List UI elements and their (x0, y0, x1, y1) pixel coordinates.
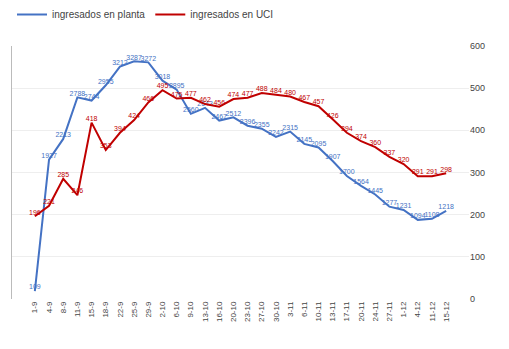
svg-text:4-9: 4-9 (45, 301, 54, 313)
svg-text:15-12: 15-12 (442, 301, 451, 322)
svg-text:3212: 3212 (112, 59, 128, 66)
svg-text:3272: 3272 (141, 55, 157, 62)
svg-text:2095: 2095 (311, 140, 327, 147)
svg-text:2955: 2955 (98, 78, 114, 85)
svg-text:418: 418 (86, 115, 98, 122)
svg-text:2315: 2315 (282, 124, 298, 131)
svg-text:462: 462 (199, 96, 211, 103)
svg-text:13-10: 13-10 (201, 301, 210, 322)
svg-text:3287: 3287 (126, 54, 142, 61)
svg-text:2512: 2512 (226, 110, 242, 117)
svg-text:1445: 1445 (367, 187, 383, 194)
svg-text:1108: 1108 (424, 211, 439, 218)
svg-text:1907: 1907 (325, 153, 341, 160)
svg-text:1218: 1218 (438, 203, 454, 210)
svg-text:337: 337 (384, 149, 396, 156)
svg-text:1094: 1094 (410, 212, 426, 219)
svg-text:2-10: 2-10 (158, 301, 167, 318)
svg-text:2560: 2560 (183, 106, 199, 113)
svg-text:29-9: 29-9 (144, 301, 153, 318)
svg-text:11-9: 11-9 (73, 301, 82, 317)
svg-text:4-12: 4-12 (413, 301, 422, 318)
svg-text:474: 474 (228, 91, 240, 98)
svg-text:22-9: 22-9 (116, 301, 125, 318)
svg-text:8-9: 8-9 (59, 301, 68, 313)
svg-text:466: 466 (142, 95, 154, 102)
svg-text:424: 424 (128, 112, 140, 119)
svg-text:18-9: 18-9 (101, 301, 110, 318)
svg-text:3-11: 3-11 (286, 301, 295, 317)
svg-text:ingresados en UCI: ingresados en UCI (190, 9, 273, 20)
svg-text:16-10: 16-10 (215, 301, 224, 322)
svg-text:3018: 3018 (155, 73, 171, 80)
svg-text:320: 320 (398, 156, 410, 163)
svg-text:298: 298 (440, 166, 452, 173)
svg-text:394: 394 (341, 125, 353, 132)
svg-text:221: 221 (43, 198, 55, 205)
svg-text:2145: 2145 (297, 136, 313, 143)
svg-text:1564: 1564 (353, 178, 369, 185)
svg-text:495: 495 (157, 82, 169, 89)
svg-text:475: 475 (171, 91, 183, 98)
svg-text:488: 488 (256, 85, 268, 92)
svg-text:246: 246 (72, 187, 84, 194)
svg-text:27-10: 27-10 (257, 301, 266, 322)
svg-text:11-12: 11-12 (428, 301, 437, 321)
svg-text:477: 477 (185, 90, 197, 97)
svg-text:374: 374 (355, 133, 367, 140)
svg-text:457: 457 (313, 98, 325, 105)
svg-text:480: 480 (284, 89, 296, 96)
svg-text:394: 394 (114, 125, 126, 132)
svg-text:1700: 1700 (339, 168, 355, 175)
svg-text:426: 426 (327, 112, 339, 119)
svg-text:353: 353 (100, 142, 112, 149)
svg-text:200: 200 (470, 210, 485, 220)
svg-text:ingresados en planta: ingresados en planta (52, 9, 145, 20)
svg-text:20-11: 20-11 (357, 301, 366, 321)
svg-text:1-9: 1-9 (30, 301, 39, 313)
svg-text:285: 285 (57, 171, 69, 178)
svg-text:23-10: 23-10 (243, 301, 252, 322)
svg-text:467: 467 (298, 94, 310, 101)
svg-text:456: 456 (213, 99, 225, 106)
svg-text:1927: 1927 (41, 152, 57, 159)
svg-text:484: 484 (270, 87, 282, 94)
svg-text:2355: 2355 (254, 121, 270, 128)
svg-text:0: 0 (470, 294, 475, 304)
svg-text:15-9: 15-9 (87, 301, 96, 318)
svg-text:291: 291 (426, 168, 438, 175)
svg-text:500: 500 (470, 83, 485, 93)
svg-text:600: 600 (470, 41, 485, 51)
svg-text:1-12: 1-12 (399, 301, 408, 318)
svg-text:300: 300 (470, 168, 485, 178)
svg-text:27-11: 27-11 (385, 301, 394, 321)
svg-text:400: 400 (470, 125, 485, 135)
svg-text:2213: 2213 (55, 131, 71, 138)
svg-text:2895: 2895 (169, 82, 185, 89)
svg-text:196: 196 (29, 209, 41, 216)
svg-text:2788: 2788 (70, 90, 86, 97)
svg-text:109: 109 (29, 283, 41, 290)
svg-text:25-9: 25-9 (130, 301, 139, 318)
svg-text:20-10: 20-10 (229, 301, 238, 322)
svg-text:2744: 2744 (84, 93, 100, 100)
svg-text:291: 291 (412, 168, 424, 175)
svg-text:13-11: 13-11 (328, 301, 337, 321)
svg-text:9-10: 9-10 (186, 301, 195, 318)
svg-text:1277: 1277 (382, 199, 398, 206)
svg-text:10-11: 10-11 (314, 301, 323, 321)
svg-text:2643: 2643 (197, 100, 213, 107)
svg-text:17-11: 17-11 (342, 301, 351, 321)
svg-text:477: 477 (242, 90, 254, 97)
svg-text:2396: 2396 (240, 118, 256, 125)
svg-text:1231: 1231 (396, 202, 412, 209)
svg-text:100: 100 (470, 252, 485, 262)
svg-text:6-10: 6-10 (172, 301, 181, 318)
svg-text:360: 360 (369, 139, 381, 146)
svg-text:24-11: 24-11 (371, 301, 380, 321)
svg-text:2467: 2467 (211, 113, 227, 120)
svg-text:2242: 2242 (268, 129, 284, 136)
svg-text:30-10: 30-10 (272, 301, 281, 322)
svg-text:6-11: 6-11 (300, 301, 309, 317)
